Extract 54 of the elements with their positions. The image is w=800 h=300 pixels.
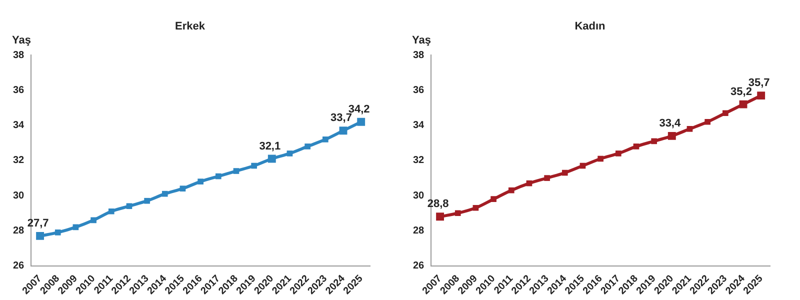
- point: [215, 173, 222, 180]
- point: [72, 224, 79, 230]
- y-tick-label: 34: [413, 120, 425, 132]
- y-tick-label: 32: [413, 155, 425, 166]
- data-label: 33,4: [659, 117, 682, 130]
- point: [544, 175, 550, 181]
- data-label: 33,7: [330, 112, 352, 124]
- y-tick-label: 26: [413, 260, 425, 272]
- y-tick-label: 38: [413, 50, 425, 61]
- y-tick-label: 34: [13, 120, 25, 132]
- point: [251, 162, 257, 169]
- point: [322, 136, 328, 142]
- y-tick-label: 30: [13, 190, 25, 202]
- y-tick-label: 36: [413, 85, 425, 96]
- y-tick-label: 26: [13, 260, 25, 272]
- point: [562, 170, 568, 176]
- point: [508, 187, 514, 194]
- point: [108, 208, 114, 214]
- point: [686, 126, 693, 132]
- point: [90, 217, 96, 224]
- data-label: 28,8: [427, 198, 449, 210]
- y-tick-label: 38: [13, 50, 25, 61]
- point: [490, 196, 496, 202]
- y-axis-title: Yaş: [12, 34, 31, 47]
- point: [180, 186, 186, 192]
- y-tick-label: 28: [413, 225, 425, 236]
- y-tick-label: 32: [13, 155, 25, 166]
- y-axis-title: Yaş: [412, 34, 431, 47]
- y-tick-label: 30: [413, 190, 425, 202]
- point: [454, 210, 461, 216]
- point: [651, 138, 657, 144]
- data-label: 35,2: [730, 86, 752, 98]
- y-tick-label: 28: [13, 225, 25, 236]
- point: [162, 190, 168, 197]
- point: [54, 230, 61, 236]
- point: [286, 150, 293, 156]
- point: [144, 198, 150, 204]
- point: [580, 162, 586, 169]
- data-label: 32,1: [259, 140, 281, 152]
- point: [526, 180, 532, 186]
- point: [198, 178, 204, 184]
- point: [722, 110, 728, 116]
- point: [615, 150, 622, 156]
- chart-title: Kadın: [574, 20, 606, 33]
- point: [304, 144, 310, 150]
- data-label: 27,7: [27, 217, 49, 230]
- y-tick-label: 36: [13, 85, 25, 96]
- point: [598, 156, 604, 162]
- point: [233, 168, 240, 174]
- point: [704, 118, 710, 125]
- point: [472, 204, 479, 211]
- point: [633, 144, 640, 150]
- point: [126, 203, 132, 210]
- chart-title: Erkek: [175, 20, 206, 33]
